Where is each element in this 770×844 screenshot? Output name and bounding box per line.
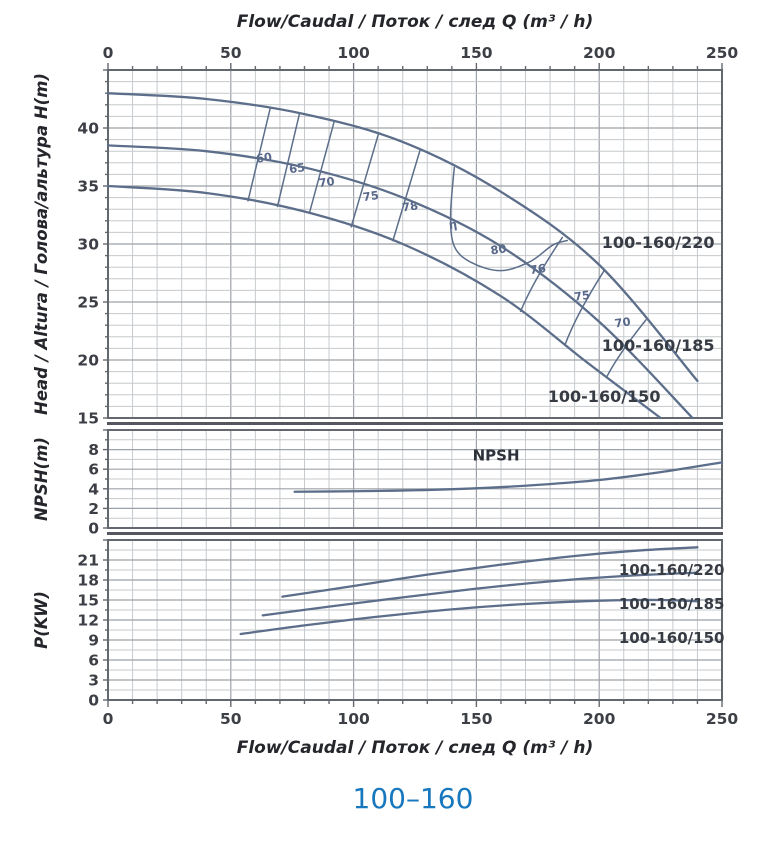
- x-tick-label: 150: [460, 710, 493, 728]
- power-chart: 0 50 100 150 200 250 0 3 6 9 12 15 18 21 100-160/220 10…: [77, 539, 739, 728]
- x-tick-label: 250: [706, 710, 739, 728]
- series-label: 100-160/185: [602, 336, 715, 355]
- curve-100-160-220: [281, 546, 699, 598]
- series-label: NPSH: [473, 446, 520, 464]
- top-axis-title: Flow/Caudal / Поток / след Q (m³ / h): [237, 12, 594, 32]
- curve-100-160-185: [106, 144, 694, 420]
- x-tick-label: 50: [220, 710, 242, 728]
- npsh-chart: 0 2 46 8 NPSH: [88, 429, 724, 538]
- efficiency-line: [392, 149, 421, 242]
- y-tick-label: 35: [77, 178, 99, 196]
- y-tick-label: 40: [77, 120, 99, 138]
- efficiency-line: [276, 112, 301, 208]
- efficiency-line: [350, 134, 379, 228]
- y-tick-label: 8: [88, 441, 99, 459]
- y-tick-label: 21: [77, 552, 99, 570]
- y-tick-label: 20: [77, 352, 99, 370]
- bottom-axis-title: Flow/Caudal / Поток / след Q (m³ / h): [237, 738, 594, 758]
- efficiency-line: [519, 236, 564, 313]
- x-tick-label: 0: [103, 710, 114, 728]
- head-chart: 0 50 100 150 200 2501520253035406065707578η80…: [77, 44, 738, 428]
- power-plot-border: [107, 539, 723, 701]
- y-tick-label: 15: [77, 410, 99, 428]
- y-tick-label: 15: [77, 592, 99, 610]
- efficiency-label: 76: [529, 261, 547, 277]
- y-tick-label: 0: [88, 520, 99, 538]
- efficiency-label: 60: [255, 150, 273, 166]
- series-label: 100-160/150: [548, 387, 661, 406]
- x-tick-label: 50: [220, 44, 242, 62]
- efficiency-label: 75: [573, 288, 591, 304]
- x-tick-label: 0: [103, 44, 114, 62]
- curve-100-160-185: [261, 571, 699, 617]
- efficiency-label: 70: [318, 174, 336, 190]
- curve-100-160-150: [239, 598, 699, 636]
- efficiency-label: 70: [614, 314, 632, 330]
- charts-layer: 0 50 100 150 200 2501520253035406065707578η80…: [77, 44, 738, 728]
- efficiency-label: 80: [490, 241, 508, 257]
- npsh-plot-border: [107, 429, 723, 529]
- pump-model-footer: 100–160: [353, 782, 474, 815]
- head-plot-border: [107, 69, 723, 419]
- efficiency-label: 75: [362, 188, 380, 204]
- npsh-axis-title: NPSH(m): [32, 437, 51, 521]
- efficiency-label: η: [448, 217, 458, 232]
- y-tick-label: 2: [88, 500, 99, 518]
- y-tick-label: 6: [88, 461, 99, 479]
- head-axis-title: Head / Altura / Голова/альтура H(m): [32, 73, 51, 415]
- y-tick-label: 3: [88, 672, 99, 690]
- y-tick-label: 18: [77, 572, 99, 590]
- x-tick-label: 100: [337, 710, 370, 728]
- x-tick-label: 100: [337, 44, 370, 62]
- x-tick-label: 250: [706, 44, 739, 62]
- series-label: 100-160/220: [619, 561, 725, 579]
- y-tick-label: 9: [88, 632, 99, 650]
- y-tick-label: 0: [88, 692, 99, 710]
- y-tick-label: 6: [88, 652, 99, 670]
- y-tick-label: 30: [77, 236, 99, 254]
- series-label: 100-160/185: [619, 595, 725, 613]
- efficiency-line: [564, 269, 605, 347]
- y-tick-label: 4: [88, 480, 99, 498]
- curve-100-160-220: [106, 92, 699, 383]
- efficiency-line: [605, 319, 647, 378]
- y-tick-label: 25: [77, 294, 99, 312]
- efficiency-line: [247, 108, 271, 202]
- y-tick-label: 12: [77, 612, 99, 630]
- power-axis-title: P(KW): [32, 591, 51, 649]
- curve-npsh: [293, 461, 724, 493]
- efficiency-line: [308, 121, 335, 214]
- series-label: 100-160/220: [602, 233, 715, 252]
- curve-100-160-150: [106, 184, 662, 420]
- x-tick-label: 150: [460, 44, 493, 62]
- x-tick-label: 200: [583, 710, 616, 728]
- x-tick-label: 200: [583, 44, 616, 62]
- series-label: 100-160/150: [619, 629, 725, 647]
